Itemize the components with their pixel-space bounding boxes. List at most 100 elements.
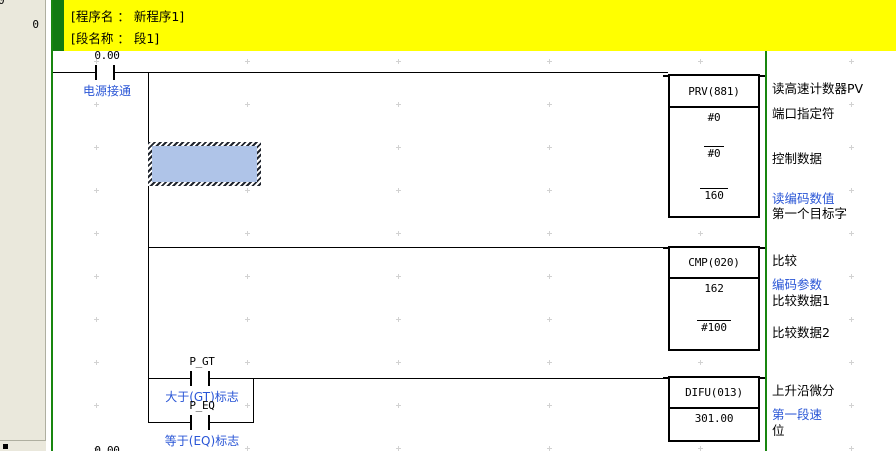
block-separator — [670, 277, 758, 279]
block-operand-1: 301.00 — [694, 412, 734, 425]
grid-marker-icon — [698, 360, 703, 365]
gutter-row-number: 0 — [32, 18, 39, 31]
grid-marker-icon — [94, 188, 99, 193]
gutter-divider — [0, 440, 46, 441]
block-input-nub — [663, 247, 670, 249]
grid-marker-icon — [94, 403, 99, 408]
branch-vline-lower — [148, 185, 149, 248]
block-mnemonic: DIFU(013) — [685, 386, 743, 399]
grid-marker-icon — [547, 188, 552, 193]
grid-marker-icon — [698, 446, 703, 451]
section-header-bar: [程序名 ： 新程序1] [段名称 ： 段1] — [53, 0, 896, 51]
parallel-left-vline — [148, 378, 149, 422]
block-separator — [670, 106, 758, 108]
comment-prv-op2: 控制数据 — [772, 151, 823, 166]
contact-address: P_GT — [189, 355, 215, 368]
contact-bar-right — [113, 65, 115, 80]
grid-marker-icon — [396, 59, 401, 64]
grid-marker-icon — [547, 231, 552, 236]
grid-marker-icon — [94, 231, 99, 236]
instruction-block-prv[interactable]: PRV(881) #0 #0 160 — [663, 74, 765, 218]
grid-marker-icon — [547, 274, 552, 279]
grid-marker-icon — [245, 317, 250, 322]
contact-bar-left — [190, 415, 192, 430]
contact-comment: 等于(EQ)标志 — [164, 434, 240, 448]
block-operand-1: #0 — [707, 111, 721, 124]
block-mnemonic: PRV(881) — [688, 85, 740, 98]
grid-marker-icon — [94, 102, 99, 107]
left-power-rail — [51, 0, 53, 451]
grid-marker-icon — [547, 59, 552, 64]
block-separator — [670, 407, 758, 409]
block-input-nub — [663, 75, 670, 77]
comment-difu-op1-desc: 位 — [772, 423, 785, 438]
grid-marker-icon — [396, 403, 401, 408]
grid-marker-icon — [245, 102, 250, 107]
grid-marker-icon — [245, 274, 250, 279]
instruction-block-cmp[interactable]: CMP(020) 162 #100 — [663, 246, 765, 351]
comment-difu-op1-name: 第一段速 — [772, 407, 823, 422]
parallel-wire-b — [210, 422, 254, 423]
grid-marker-icon — [245, 59, 250, 64]
comment-prv-op1: 端口指定符 — [772, 106, 835, 121]
comment-prv-op3-desc: 第一个目标字 — [772, 206, 848, 221]
rung3-wire-a — [148, 378, 190, 379]
rung2-wire — [148, 247, 668, 248]
comment-difu-title: 上升沿微分 — [772, 383, 835, 398]
grid-marker-icon — [547, 317, 552, 322]
parallel-right-vline — [253, 378, 254, 422]
contact-bar-right — [208, 371, 210, 386]
grid-marker-icon — [94, 360, 99, 365]
grid-marker-icon — [94, 274, 99, 279]
contact-bar-right — [208, 415, 210, 430]
grid-marker-icon — [245, 231, 250, 236]
block-input-nub — [663, 377, 670, 379]
grid-marker-icon — [245, 360, 250, 365]
grid-marker-icon — [396, 102, 401, 107]
grid-marker-icon — [698, 231, 703, 236]
branch-vline-upper — [148, 72, 149, 143]
parallel-wire-a — [148, 422, 191, 423]
block-operand-3: 160 — [670, 188, 758, 202]
block-operand-2: #100 — [670, 320, 758, 334]
contact-comment: 电源接通 — [82, 84, 131, 98]
grid-marker-icon — [396, 188, 401, 193]
grid-marker-icon — [94, 317, 99, 322]
comment-cmp-op1-desc: 比较数据1 — [772, 293, 830, 308]
comment-prv-title: 读高速计数器PV — [772, 81, 864, 96]
grid-marker-icon — [396, 231, 401, 236]
program-name-label: [程序名 ： 新程序1] — [71, 9, 185, 24]
row-number-gutter: 0 0 — [0, 0, 46, 451]
grid-marker-icon — [396, 274, 401, 279]
contact-address: P_EQ — [189, 399, 215, 412]
selection-fill — [152, 146, 257, 182]
grid-marker-icon — [396, 145, 401, 150]
contact-address: 0.00 — [94, 444, 120, 451]
rung1-wire-left — [53, 72, 95, 73]
block-output-nub — [758, 377, 765, 379]
instruction-block-difu[interactable]: DIFU(013) 301.00 — [663, 376, 765, 442]
grid-marker-icon — [698, 59, 703, 64]
grid-marker-icon — [547, 102, 552, 107]
contact-comment: 大于(GT)标志 — [165, 390, 239, 404]
header-green-stripe — [53, 0, 64, 51]
selected-cell[interactable] — [148, 142, 261, 186]
section-name-label: [段名称 ： 段1] — [71, 31, 160, 46]
grid-marker-icon — [547, 446, 552, 451]
grid-marker-icon — [396, 360, 401, 365]
right-power-rail — [765, 0, 767, 451]
block-output-nub — [758, 247, 765, 249]
grid-marker-icon — [94, 145, 99, 150]
comment-cmp-op1-name: 编码参数 — [772, 277, 823, 292]
comment-prv-op3-name: 读编码数值 — [772, 191, 835, 206]
grid-marker-icon — [547, 145, 552, 150]
comment-cmp-op2-desc: 比较数据2 — [772, 325, 830, 340]
grid-marker-icon — [245, 188, 250, 193]
gutter-footer — [0, 441, 46, 451]
rung1-wire-right — [115, 72, 668, 73]
gutter-marker-icon — [3, 444, 8, 449]
grid-marker-icon — [547, 403, 552, 408]
grid-marker-icon — [547, 360, 552, 365]
rung3-wire-b — [210, 378, 668, 379]
